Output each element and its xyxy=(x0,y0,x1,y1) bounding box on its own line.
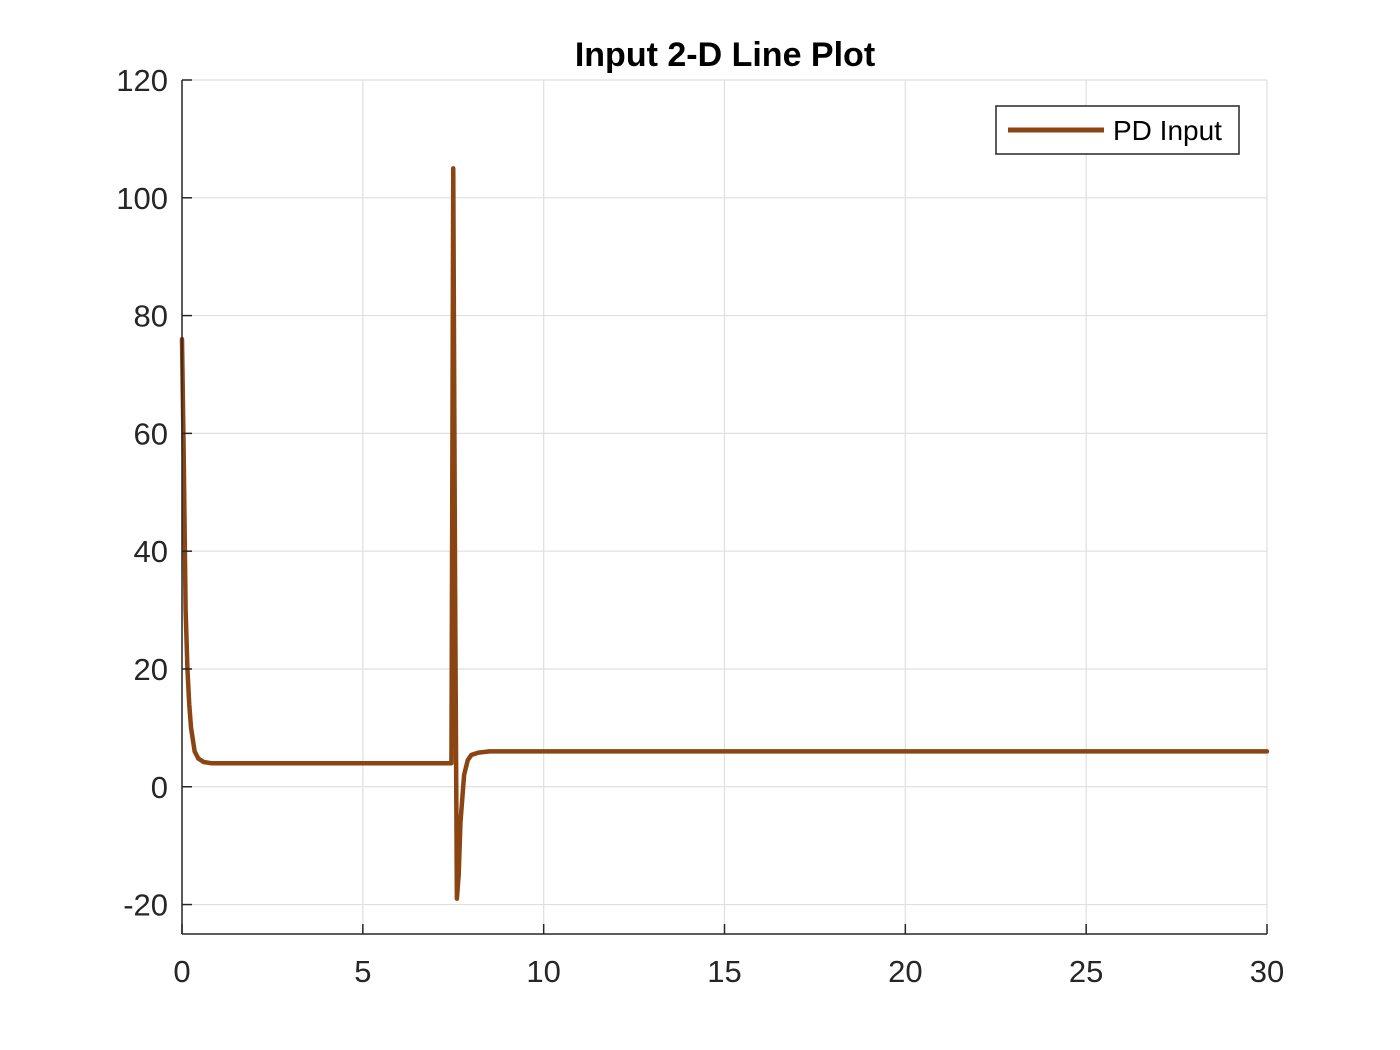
series-line xyxy=(179,166,1270,901)
grid-layer xyxy=(181,79,1268,934)
x-tick-label: 30 xyxy=(1250,954,1284,989)
y-tick-label: 60 xyxy=(134,416,168,451)
x-tick-label: 25 xyxy=(1069,954,1103,989)
y-tick-label: 120 xyxy=(116,63,168,98)
series-layer xyxy=(179,166,1270,901)
x-tick-label: 15 xyxy=(707,954,741,989)
legend-label: PD Input xyxy=(1113,115,1222,146)
chart-title: Input 2-D Line Plot xyxy=(575,36,875,74)
y-tick-label: 0 xyxy=(151,770,168,805)
x-tick-label: 10 xyxy=(526,954,560,989)
legend: PD Input xyxy=(995,105,1240,155)
x-tick-label: 20 xyxy=(888,954,922,989)
x-tick-label: 5 xyxy=(354,954,371,989)
y-tick-label: 20 xyxy=(134,652,168,687)
y-tick-label: 100 xyxy=(116,181,168,216)
y-tick-label: -20 xyxy=(123,888,168,923)
x-tick-label: 0 xyxy=(173,954,190,989)
y-tick-label: 40 xyxy=(134,534,168,569)
y-tick-label: 80 xyxy=(134,299,168,334)
legend-box xyxy=(995,105,1240,155)
